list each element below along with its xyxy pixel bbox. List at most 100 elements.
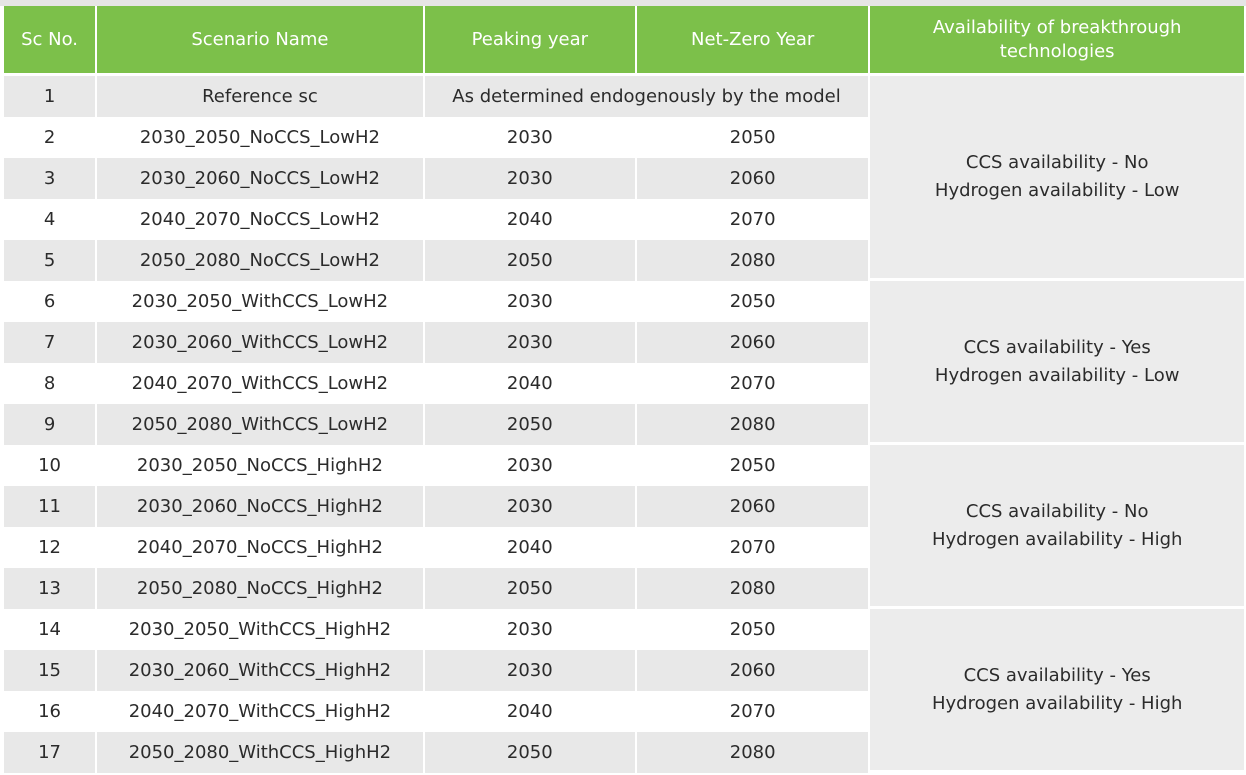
availability-hydrogen: Hydrogen availability - High xyxy=(931,692,1183,714)
cell-peaking-year: 2030 xyxy=(424,650,635,691)
table-row: 11 2030_2060_NoCCS_HighH2 2030 2060 xyxy=(4,486,1244,527)
table-row: 9 2050_2080_WithCCS_LowH2 2050 2080 xyxy=(4,404,1244,445)
cell-scenario-name: 2030_2060_WithCCS_HighH2 xyxy=(97,650,423,691)
cell-peaking-year: 2030 xyxy=(424,445,635,486)
cell-scenario-name: 2030_2050_WithCCS_LowH2 xyxy=(97,281,423,322)
cell-peaking-year: 2030 xyxy=(424,158,635,199)
cell-net-zero-year: 2080 xyxy=(636,568,869,609)
cell-sc-no: 15 xyxy=(4,650,96,691)
cell-scenario-name: 2050_2080_NoCCS_HighH2 xyxy=(97,568,423,609)
cell-net-zero-year: 2060 xyxy=(636,486,869,527)
header-net-zero-year: Net-Zero Year xyxy=(636,6,869,76)
table-row: 17 2050_2080_WithCCS_HighH2 2050 2080 xyxy=(4,732,1244,773)
availability-hydrogen: Hydrogen availability - High xyxy=(931,528,1183,550)
scenario-table: Sc No. Scenario Name Peaking year Net-Ze… xyxy=(2,6,1246,773)
cell-scenario-name: 2030_2050_NoCCS_HighH2 xyxy=(97,445,423,486)
availability-group: CCS availability - No Hydrogen availabili… xyxy=(870,445,1244,609)
table-row: 14 2030_2050_WithCCS_HighH2 2030 2050 CCS av… xyxy=(4,609,1244,773)
cell-net-zero-year: 2050 xyxy=(636,609,869,650)
availability-ccs: CCS availability - No xyxy=(965,500,1149,522)
availability-group: CCS availability - Yes Hydrogen availabil… xyxy=(870,609,1244,773)
cell-scenario-name: 2040_2070_WithCCS_HighH2 xyxy=(97,691,423,732)
table-row: 13 2050_2080_NoCCS_HighH2 2050 2080 xyxy=(4,568,1244,609)
availability-ccs: CCS availability - Yes xyxy=(963,664,1151,686)
table-row: 7 2030_2060_WithCCS_LowH2 2030 2060 xyxy=(4,322,1244,363)
cell-scenario-name: Reference sc xyxy=(97,76,423,117)
cell-sc-no: 9 xyxy=(4,404,96,445)
table-header-row: Sc No. Scenario Name Peaking year Net-Ze… xyxy=(4,6,1244,76)
cell-peaking-year: 2040 xyxy=(424,691,635,732)
top-rule xyxy=(0,0,1246,6)
cell-scenario-name: 2040_2070_WithCCS_LowH2 xyxy=(97,363,423,404)
cell-net-zero-year: 2080 xyxy=(636,240,869,281)
table-row: 10 2030_2050_NoCCS_HighH2 2030 2050 CCS avai… xyxy=(4,445,1244,609)
cell-sc-no: 13 xyxy=(4,568,96,609)
cell-net-zero-year: 2080 xyxy=(636,732,869,773)
table-row: 6 2030_2050_WithCCS_LowH2 2030 2050 CCS avai… xyxy=(4,281,1244,445)
table-row: 15 2030_2060_WithCCS_HighH2 2030 2060 xyxy=(4,650,1244,691)
table-row: 1 Reference sc As determined endogenousl… xyxy=(4,76,1244,281)
cell-scenario-name: 2050_2080_WithCCS_HighH2 xyxy=(97,732,423,773)
cell-sc-no: 5 xyxy=(4,240,96,281)
cell-peaking-year: 2030 xyxy=(424,609,635,650)
cell-net-zero-year: 2070 xyxy=(636,199,869,240)
availability-hydrogen: Hydrogen availability - Low xyxy=(934,364,1180,386)
cell-scenario-name: 2040_2070_NoCCS_LowH2 xyxy=(97,199,423,240)
cell-peaking-year: 2030 xyxy=(424,281,635,322)
cell-net-zero-year: 2070 xyxy=(636,363,869,404)
cell-net-zero-year: 2050 xyxy=(636,117,869,158)
availability-group: CCS availability - No Hydrogen availabil… xyxy=(870,76,1244,281)
cell-scenario-name: 2030_2050_WithCCS_HighH2 xyxy=(97,609,423,650)
cell-sc-no: 10 xyxy=(4,445,96,486)
table-row: 5 2050_2080_NoCCS_LowH2 2050 2080 xyxy=(4,240,1244,281)
availability-ccs: CCS availability - Yes xyxy=(963,336,1151,358)
cell-net-zero-year: 2080 xyxy=(636,404,869,445)
cell-peaking-year: 2050 xyxy=(424,404,635,445)
cell-peaking-year: 2050 xyxy=(424,568,635,609)
table-row: 3 2030_2060_NoCCS_LowH2 2030 2060 xyxy=(4,158,1244,199)
cell-net-zero-year: 2050 xyxy=(636,445,869,486)
cell-peaking-year: 2030 xyxy=(424,486,635,527)
cell-peaking-year: 2040 xyxy=(424,199,635,240)
cell-net-zero-year: 2060 xyxy=(636,158,869,199)
table-row: 8 2040_2070_WithCCS_LowH2 2040 2070 xyxy=(4,363,1244,404)
cell-peaking-year: 2040 xyxy=(424,363,635,404)
cell-net-zero-year: 2050 xyxy=(636,281,869,322)
cell-sc-no: 16 xyxy=(4,691,96,732)
table-body: 1 Reference sc As determined endogenousl… xyxy=(4,76,1244,773)
availability-hydrogen: Hydrogen availability - Low xyxy=(934,180,1180,201)
cell-sc-no: 3 xyxy=(4,158,96,199)
availability-ccs: CCS availability - No xyxy=(965,152,1149,173)
cell-peaking-year: 2050 xyxy=(424,240,635,281)
header-availability: Availability of breakthrough technologie… xyxy=(870,6,1244,76)
cell-sc-no: 6 xyxy=(4,281,96,322)
cell-sc-no: 12 xyxy=(4,527,96,568)
cell-sc-no: 17 xyxy=(4,732,96,773)
cell-net-zero-year: 2060 xyxy=(636,322,869,363)
cell-net-zero-year: 2070 xyxy=(636,527,869,568)
cell-sc-no: 11 xyxy=(4,486,96,527)
cell-sc-no: 14 xyxy=(4,609,96,650)
cell-peaking-year: 2030 xyxy=(424,117,635,158)
header-scenario-name: Scenario Name xyxy=(97,6,423,76)
table-row: 16 2040_2070_WithCCS_HighH2 2040 2070 xyxy=(4,691,1244,732)
cell-sc-no: 4 xyxy=(4,199,96,240)
cell-net-zero-year: 2070 xyxy=(636,691,869,732)
header-peaking-year: Peaking year xyxy=(424,6,635,76)
table-row: 4 2040_2070_NoCCS_LowH2 2040 2070 xyxy=(4,199,1244,240)
cell-scenario-name: 2050_2080_WithCCS_LowH2 xyxy=(97,404,423,445)
cell-scenario-name: 2030_2060_WithCCS_LowH2 xyxy=(97,322,423,363)
cell-scenario-name: 2040_2070_NoCCS_HighH2 xyxy=(97,527,423,568)
cell-scenario-name: 2050_2080_NoCCS_LowH2 xyxy=(97,240,423,281)
cell-scenario-name: 2030_2060_NoCCS_HighH2 xyxy=(97,486,423,527)
cell-peaking-year: 2030 xyxy=(424,322,635,363)
cell-scenario-name: 2030_2060_NoCCS_LowH2 xyxy=(97,158,423,199)
cell-sc-no: 8 xyxy=(4,363,96,404)
cell-peaking-year: 2050 xyxy=(424,732,635,773)
cell-sc-no: 7 xyxy=(4,322,96,363)
cell-scenario-name: 2030_2050_NoCCS_LowH2 xyxy=(97,117,423,158)
cell-net-zero-year: 2060 xyxy=(636,650,869,691)
cell-sc-no: 2 xyxy=(4,117,96,158)
table-row: 2 2030_2050_NoCCS_LowH2 2030 2050 xyxy=(4,117,1244,158)
header-sc-no: Sc No. xyxy=(4,6,96,76)
